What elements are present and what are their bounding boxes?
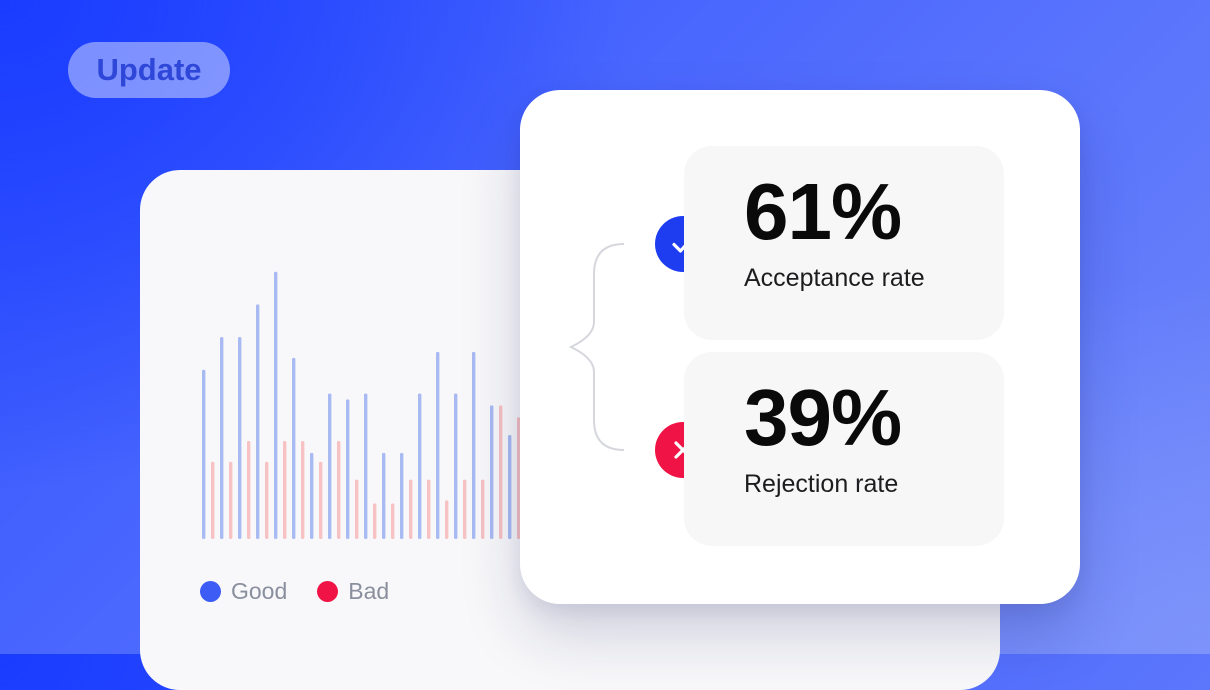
good-bar-18 — [508, 435, 512, 539]
legend-label-bad: Bad — [348, 578, 390, 604]
good-bar-13 — [418, 393, 422, 539]
good-bar-16 — [472, 351, 476, 539]
stats-card: 61% Acceptance rate 39% Rejection rate — [520, 90, 1080, 604]
good-bar-15 — [454, 393, 458, 539]
acceptance-rate-card: 61% Acceptance rate — [684, 146, 1004, 340]
bad-bar-12 — [409, 479, 413, 539]
good-bar-2 — [220, 337, 224, 539]
legend-item-bad: Bad — [317, 578, 389, 605]
bad-bar-4 — [265, 461, 269, 539]
chart-legend: Good Bad — [200, 578, 389, 605]
acceptance-rate-value: 61% — [744, 167, 902, 256]
good-bar-12 — [400, 452, 404, 539]
bad-bar-8 — [337, 440, 341, 539]
bar-chart — [202, 271, 557, 539]
bad-bar-15 — [463, 479, 467, 539]
legend-dot-bad — [317, 581, 339, 602]
bad-bar-2 — [229, 461, 233, 539]
bad-bar-7 — [319, 461, 323, 539]
good-bar-1 — [202, 369, 206, 539]
rejection-rate-label: Rejection rate — [744, 470, 899, 498]
legend-dot-good — [200, 581, 221, 602]
bad-bar-5 — [283, 440, 287, 539]
bad-bar-10 — [373, 503, 377, 539]
bad-bar-9 — [355, 479, 359, 539]
bad-bar-13 — [427, 479, 431, 539]
bad-bar-17 — [499, 405, 503, 539]
good-bar-14 — [436, 351, 440, 539]
good-bar-9 — [346, 399, 350, 539]
bad-bar-3 — [247, 440, 251, 539]
good-bar-17 — [490, 405, 494, 539]
update-badge: Update — [68, 42, 230, 98]
bad-bar-14 — [445, 500, 449, 539]
bad-bar-6 — [301, 440, 305, 539]
good-bar-4 — [256, 304, 260, 539]
good-bar-6 — [292, 357, 296, 539]
bad-bar-18 — [517, 417, 521, 539]
good-bar-10 — [364, 393, 368, 539]
acceptance-rate-label: Acceptance rate — [744, 264, 925, 292]
legend-item-good: Good — [200, 578, 287, 605]
rejection-rate-card: 39% Rejection rate — [684, 352, 1004, 546]
bad-bar-16 — [481, 479, 485, 539]
good-bar-3 — [238, 337, 242, 539]
curly-brace — [568, 243, 625, 451]
good-bar-7 — [310, 452, 314, 539]
good-bar-11 — [382, 452, 386, 539]
bad-bar-11 — [391, 503, 395, 539]
rejection-rate-value: 39% — [744, 373, 902, 462]
bad-bar-1 — [211, 461, 215, 539]
good-bar-8 — [328, 393, 332, 539]
good-bar-5 — [274, 271, 278, 539]
legend-label-good: Good — [231, 578, 288, 604]
